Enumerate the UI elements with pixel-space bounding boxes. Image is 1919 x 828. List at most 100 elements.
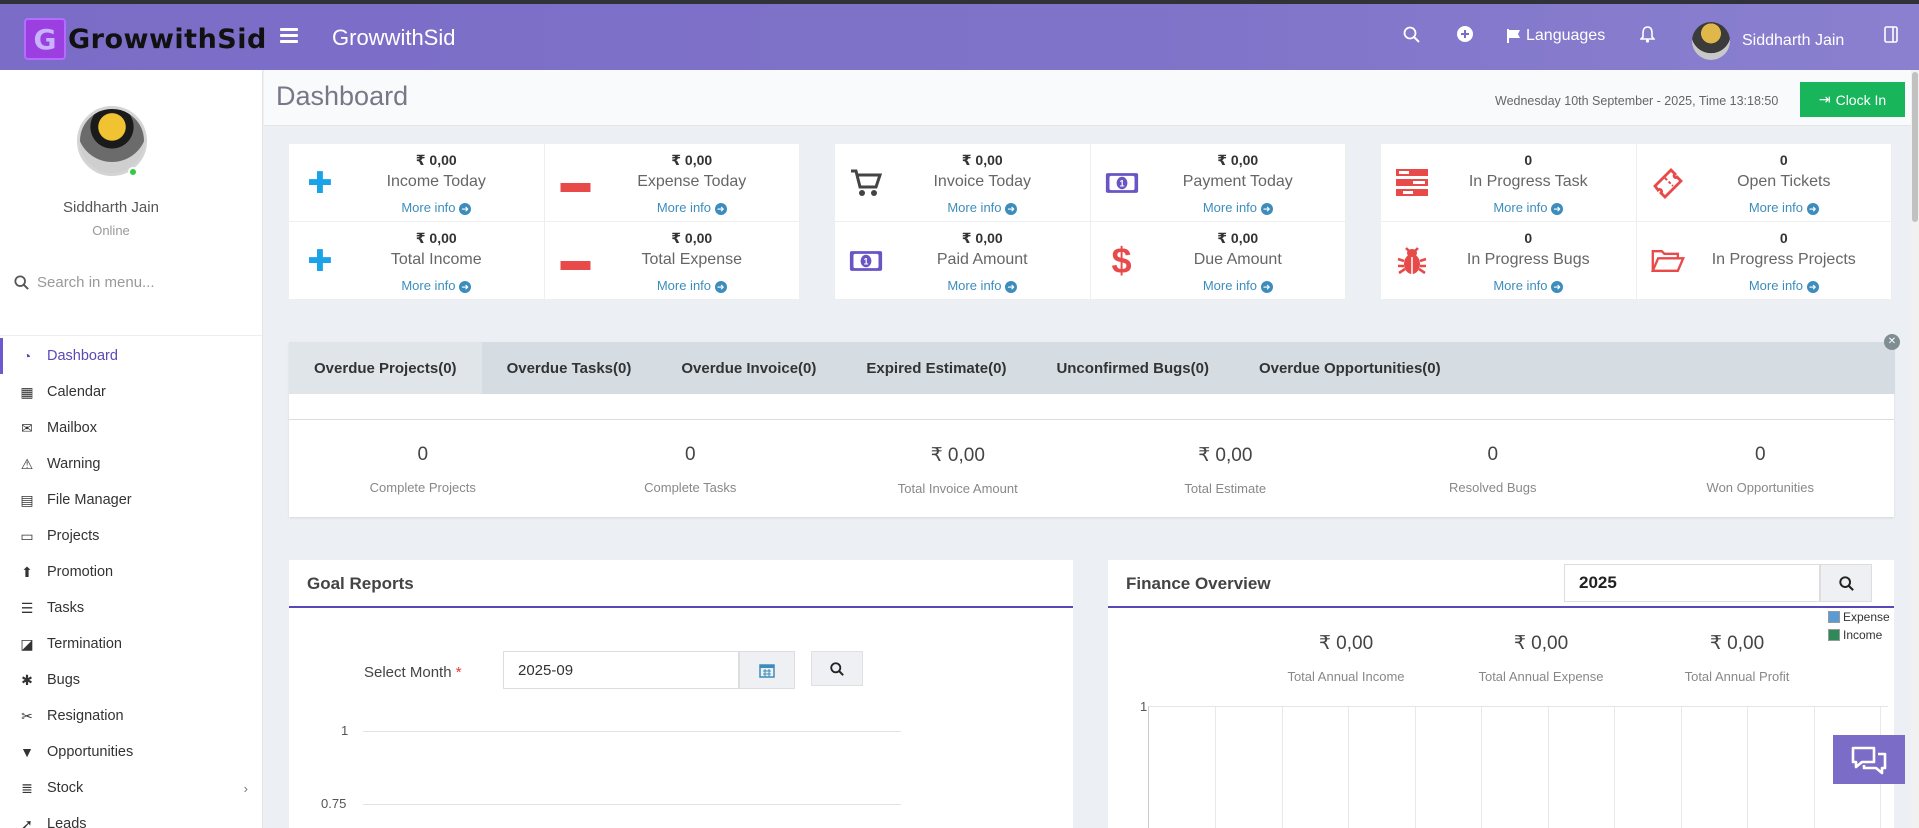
stat-open-tickets: 0 Open Tickets More info ➜ xyxy=(1636,144,1892,222)
stat-value: ₹ 0,00 xyxy=(415,152,457,168)
sidebar-search-input[interactable]: Search in menu... xyxy=(37,274,155,291)
chat-widget-button[interactable] xyxy=(1833,735,1905,784)
stat-label: Paid Amount xyxy=(936,251,1028,268)
year-input[interactable]: 2025 xyxy=(1564,564,1820,602)
online-status-dot xyxy=(128,167,138,177)
chevron-right-icon: › xyxy=(243,780,248,796)
sidebar-toggle-icon[interactable] xyxy=(280,28,298,43)
more-info-link[interactable]: More info ➜ xyxy=(1421,200,1636,215)
search-icon xyxy=(14,275,29,290)
plus-circle-icon[interactable] xyxy=(1457,26,1473,47)
sidebar-item-warning[interactable]: ⚠ Warning xyxy=(0,446,262,482)
sidebar-item-mailbox[interactable]: ✉ Mailbox xyxy=(0,410,262,446)
sidebar-item-label: File Manager xyxy=(47,492,132,508)
clock-in-button[interactable]: ⇥ Clock In xyxy=(1800,82,1905,117)
more-info-link[interactable]: More info ➜ xyxy=(1677,200,1892,215)
sidebar-item-tasks[interactable]: ☰ Tasks xyxy=(0,590,262,626)
sidebar-item-leads[interactable]: ➚ Leads xyxy=(0,806,262,828)
stat-label: In Progress Bugs xyxy=(1466,251,1590,268)
sidebar-item-stock[interactable]: ≣ Stock › xyxy=(0,770,262,806)
finance-chart-grid xyxy=(1148,706,1888,828)
more-info-link[interactable]: More info ➜ xyxy=(1677,278,1892,293)
stat-label: Invoice Today xyxy=(933,173,1032,190)
overdue-summary: 0 Complete Projects 0 Complete Tasks ₹ 0,0… xyxy=(289,420,1894,496)
scissors-icon: ✂ xyxy=(21,707,33,724)
plus-icon: ✚ xyxy=(307,166,333,200)
legend-item-income[interactable]: Income xyxy=(1828,628,1890,642)
panel-header: Goal Reports xyxy=(289,560,1073,608)
goal-search-button[interactable] xyxy=(811,651,863,686)
tab-overdue-projects[interactable]: Overdue Projects(0) xyxy=(289,342,482,394)
legend-item-expense[interactable]: Expense xyxy=(1828,610,1890,624)
close-icon[interactable]: ✕ xyxy=(1884,334,1900,350)
more-info-link[interactable]: More info ➜ xyxy=(875,278,1090,293)
finance-overview-panel: Finance Overview 2025 Expense Income ₹ 0… xyxy=(1108,560,1894,828)
select-month-label: Select Month * xyxy=(364,664,462,681)
sidebar-item-dashboard[interactable]: ◔ Dashboard xyxy=(0,338,262,374)
profile-name: Siddharth Jain xyxy=(63,199,159,216)
page-scrollbar[interactable] xyxy=(1911,70,1919,828)
calendar-button[interactable] xyxy=(739,651,795,689)
tab-unconfirmed-bugs[interactable]: Unconfirmed Bugs(0) xyxy=(1056,359,1209,377)
sidebar-item-calendar[interactable]: ▦ Calendar xyxy=(0,374,262,410)
tab-expired-estimate[interactable]: Expired Estimate(0) xyxy=(866,359,1007,377)
arrow-circle-right-icon: ➜ xyxy=(459,280,472,293)
folder-open-icon xyxy=(1650,244,1685,278)
stat-in-progress-task: 0 In Progress Task More info ➜ xyxy=(1381,144,1637,222)
more-info-link[interactable]: More info ➜ xyxy=(1421,278,1636,293)
folder-open-icon: ▭ xyxy=(20,527,34,544)
overdue-tabs: Overdue Projects(0) Overdue Tasks(0) Ove… xyxy=(289,342,1895,394)
stat-group-invoices: ₹ 0,00 Invoice Today More info ➜ 1 ₹ 0,0… xyxy=(835,144,1346,300)
search-icon xyxy=(830,661,844,676)
tab-overdue-opportunities[interactable]: Overdue Opportunities(0) xyxy=(1258,359,1441,377)
tasks-icon xyxy=(1395,166,1429,200)
search-icon[interactable] xyxy=(1403,26,1420,48)
sidebar-item-projects[interactable]: ▭ Projects xyxy=(0,518,262,554)
stat-value: ₹ 0,00 xyxy=(415,230,457,246)
sidebar-item-label: Calendar xyxy=(47,384,106,400)
sidebar-item-promotion[interactable]: ⬆ Promotion xyxy=(0,554,262,590)
stat-value: ₹ 0,00 xyxy=(1217,230,1259,246)
sidebar-item-label: Bugs xyxy=(47,672,81,688)
minus-icon: ▬ xyxy=(560,244,591,277)
sidebar: Siddharth Jain Online Search in menu... … xyxy=(0,70,263,828)
sidebar-item-resignation[interactable]: ✂ Resignation xyxy=(0,698,262,734)
summary-resolved-bugs: 0 Resolved Bugs xyxy=(1449,444,1537,495)
y-tick-label: 0.75 xyxy=(321,796,347,811)
more-info-link[interactable]: More info ➜ xyxy=(1131,200,1346,215)
tab-overdue-tasks[interactable]: Overdue Tasks(0) xyxy=(506,359,632,377)
sidebar-item-termination[interactable]: ◪ Termination xyxy=(0,626,262,662)
year-search-button[interactable] xyxy=(1820,564,1872,602)
brand-logo[interactable]: G GrowwithSid xyxy=(24,18,267,60)
more-info-link[interactable]: More info ➜ xyxy=(329,278,544,293)
more-info-link[interactable]: More info ➜ xyxy=(585,200,800,215)
sidebar-search[interactable]: Search in menu... xyxy=(14,274,155,291)
user-menu[interactable]: Siddharth Jain xyxy=(1692,22,1844,60)
more-info-link[interactable]: More info ➜ xyxy=(875,200,1090,215)
window-top-strip xyxy=(0,0,1919,4)
stat-value: 0 xyxy=(1779,152,1788,168)
tab-overdue-invoice[interactable]: Overdue Invoice(0) xyxy=(681,359,817,377)
more-info-link[interactable]: More info ➜ xyxy=(585,278,800,293)
tasks-icon: ☰ xyxy=(20,599,34,616)
sidebar-item-file-manager[interactable]: ▤ File Manager xyxy=(0,482,262,518)
control-sidebar-icon[interactable] xyxy=(1884,26,1898,48)
more-info-link[interactable]: More info ➜ xyxy=(1131,278,1346,293)
sidebar-item-bugs[interactable]: ✱ Bugs xyxy=(0,662,262,698)
sidebar-item-label: Stock xyxy=(47,780,84,796)
stat-total-income: ✚ ₹ 0,00 Total Income More info ➜ xyxy=(289,222,545,300)
sidebar-item-label: Warning xyxy=(47,456,101,472)
bell-icon[interactable] xyxy=(1639,26,1656,48)
profile-avatar xyxy=(77,106,147,176)
sidebar-item-label: Opportunities xyxy=(47,744,134,760)
sidebar-item-opportunities[interactable]: ▼ Opportunities xyxy=(0,734,262,770)
month-input[interactable]: 2025-09 xyxy=(503,651,739,689)
summary-complete-tasks: 0 Complete Tasks xyxy=(644,444,737,495)
languages-dropdown[interactable]: Languages xyxy=(1506,27,1605,45)
panel-title: Finance Overview xyxy=(1126,574,1271,593)
arrow-circle-right-icon: ➜ xyxy=(1806,202,1819,215)
arrow-circle-right-icon: ➜ xyxy=(1005,202,1018,215)
stat-label: Open Tickets xyxy=(1737,173,1831,190)
current-datetime: Wednesday 10th September - 2025, Time 13… xyxy=(1495,94,1779,108)
more-info-link[interactable]: More info ➜ xyxy=(329,200,544,215)
